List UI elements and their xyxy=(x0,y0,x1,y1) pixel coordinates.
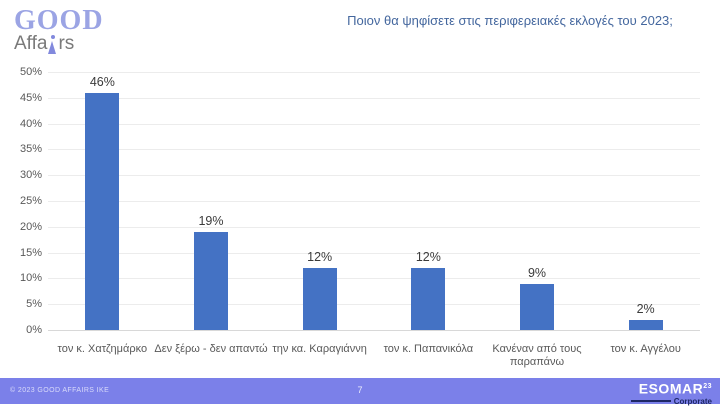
copyright-text: © 2023 GOOD AFFAIRS IKE xyxy=(10,387,110,394)
esomar-name: ESOMAR23 xyxy=(638,380,712,397)
gridline xyxy=(48,97,700,99)
y-axis-tick: 25% xyxy=(19,195,42,207)
y-axis-tick: 45% xyxy=(19,91,42,104)
page-number: 7 xyxy=(357,385,363,395)
bar-value-label: 2% xyxy=(636,302,655,316)
bar xyxy=(411,268,446,330)
bar xyxy=(628,320,663,330)
esomar-corporate: Corporate xyxy=(630,397,712,406)
logo-good-text: GOOD xyxy=(14,5,104,36)
y-axis-tick: 30% xyxy=(19,169,42,182)
bar-value-label: 12% xyxy=(307,250,333,264)
y-axis-tick: 15% xyxy=(19,246,42,259)
bar-chart: 0% 5% 10% 15% 20% 25% 30% 35% 40% 45% 50% 46% τον κ.… xyxy=(8,62,712,382)
x-axis-category-label: τον κ. Αγγέλου xyxy=(610,343,681,355)
x-axis-category-label: την κα. Καραγιάννη xyxy=(272,343,367,355)
y-axis-tick: 0% xyxy=(26,324,42,336)
logo-affairs-post: rs xyxy=(58,33,75,54)
chart-title: Ποιον θα ψηφίσετε στις περιφερειακές εκλ… xyxy=(347,13,673,28)
gridline xyxy=(48,149,700,151)
y-axis-tick: 10% xyxy=(19,272,42,285)
gridline xyxy=(48,72,700,73)
bar xyxy=(194,232,228,330)
footer-bar: © 2023 GOOD AFFAIRS IKE 7 ESOMAR23 Corpo… xyxy=(0,378,720,406)
bar xyxy=(85,93,120,330)
logo-affairs-pre: Affa xyxy=(14,33,48,54)
gridline xyxy=(48,304,700,306)
y-axis-tick: 40% xyxy=(19,117,42,130)
bar xyxy=(520,284,554,330)
y-axis-tick: 20% xyxy=(19,220,42,233)
x-axis-category-label: τον κ. Παπανικόλα xyxy=(383,343,474,355)
gridline xyxy=(48,226,700,228)
y-axis-tick: 50% xyxy=(19,66,42,78)
y-axis-tick: 5% xyxy=(26,298,42,311)
y-axis-tick: 35% xyxy=(19,143,42,156)
gridline xyxy=(48,201,700,202)
gridline xyxy=(48,278,700,280)
esomar-logo: ESOMAR23 Corporate xyxy=(630,379,712,406)
x-axis-category-label: Δεν ξέρω - δεν απαντώ xyxy=(154,343,268,355)
bar-value-label: 19% xyxy=(198,214,224,228)
gridline xyxy=(48,330,700,331)
bar-value-label: 46% xyxy=(89,75,115,89)
gridline xyxy=(48,175,700,177)
bar xyxy=(302,268,337,330)
x-axis-category-label: τον κ. Χατζημάρκο xyxy=(57,343,148,355)
bar-value-label: 9% xyxy=(527,266,547,280)
logo-affairs-text: Affa rs xyxy=(14,34,104,56)
logo-cone-i-icon xyxy=(48,34,57,56)
gridline xyxy=(48,252,700,254)
gridline xyxy=(48,123,700,125)
x-axis-category-label: Κανέναν από τους παραπάνω xyxy=(492,343,582,368)
good-affairs-logo: GOOD Affa rs xyxy=(14,6,104,56)
esomar-line xyxy=(630,400,671,403)
esomar-year: 23 xyxy=(703,383,712,390)
bar-value-label: 12% xyxy=(415,250,441,264)
